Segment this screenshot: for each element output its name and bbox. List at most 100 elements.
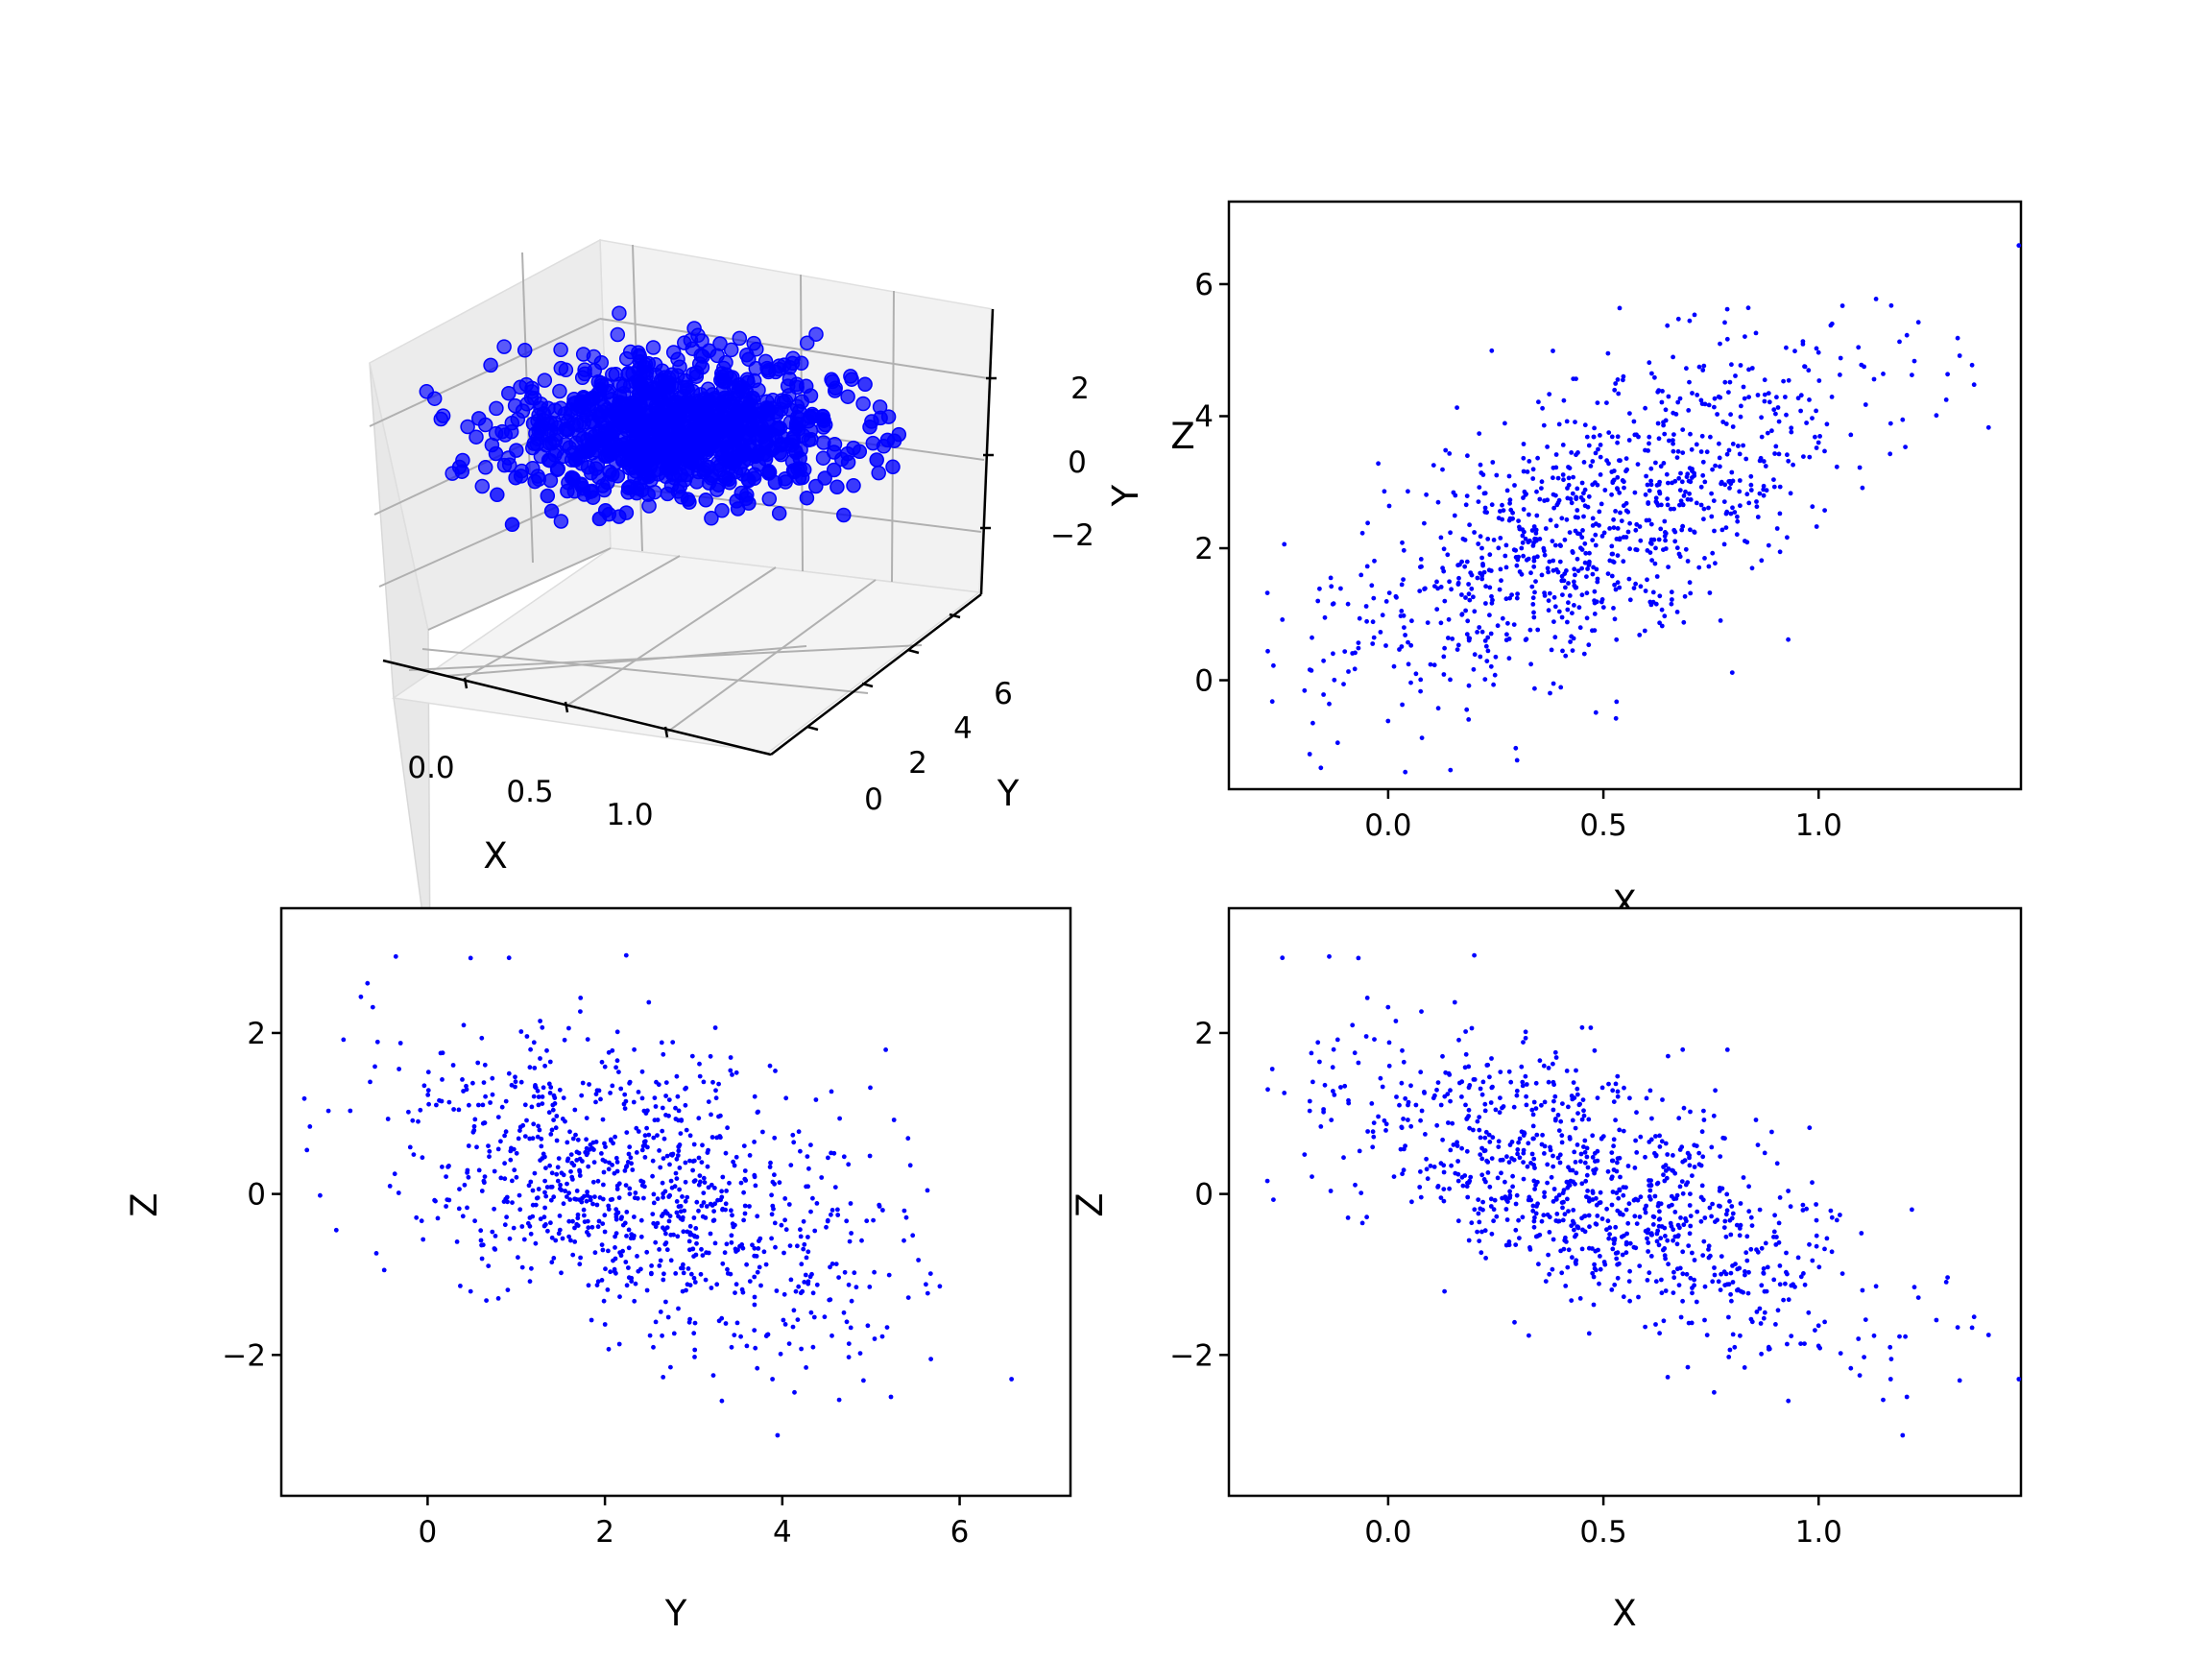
scatter-point: [464, 1087, 469, 1093]
scatter-point: [802, 1280, 807, 1285]
scatter-point: [479, 1242, 484, 1248]
scatter-point: [846, 1355, 852, 1359]
scatter-point: [700, 1142, 705, 1148]
scatter-point: [627, 1079, 633, 1085]
scatter-point: [529, 1265, 534, 1271]
scatter-point: [1569, 450, 1575, 455]
scatter-point: [793, 1288, 799, 1294]
y-axis-label: Z: [124, 1192, 165, 1216]
scatter-point: [1738, 1333, 1743, 1338]
scatter-point: [1671, 1269, 1676, 1275]
scatter-point: [668, 1152, 674, 1157]
scatter-point: [1709, 1144, 1715, 1150]
scatter-point: [1685, 1180, 1691, 1185]
scatter-point: [569, 1161, 575, 1166]
scatter-point: [660, 1333, 664, 1338]
scatter-point: [592, 1250, 598, 1256]
scatter-point: [426, 1101, 431, 1107]
scatter-point: [509, 1082, 515, 1088]
scatter-point-3d: [803, 408, 818, 424]
scatter-point: [1839, 1271, 1845, 1276]
scatter-point: [1655, 421, 1661, 426]
scatter-point-3d: [474, 478, 491, 494]
scatter-point: [1488, 631, 1494, 637]
scatter-point: [504, 1194, 510, 1200]
scatter-point-3d: [712, 336, 728, 351]
scatter-point: [1591, 565, 1596, 570]
scatter-point: [486, 1263, 492, 1268]
scatter-point: [504, 1214, 509, 1220]
scatter-point: [1599, 1216, 1605, 1221]
scatter-point: [639, 1069, 645, 1074]
scatter-point: [1728, 481, 1734, 487]
scatter-point: [1403, 769, 1408, 775]
scatter-point: [733, 1249, 738, 1254]
scatter-point: [788, 1163, 794, 1167]
scatter-point: [769, 1192, 774, 1198]
scatter-point: [1701, 517, 1706, 522]
scatter-point: [1681, 619, 1687, 625]
scatter-point: [580, 1195, 585, 1201]
scatter-point: [1706, 564, 1712, 569]
scatter-point-3d: [597, 502, 613, 518]
scatter-point: [1800, 1202, 1806, 1208]
scatter-point: [567, 1197, 573, 1202]
scatter-point: [1590, 1190, 1596, 1195]
scatter-point: [465, 1170, 469, 1175]
scatter-point: [1606, 461, 1611, 467]
scatter-point: [1637, 633, 1643, 637]
scatter-point: [650, 1212, 656, 1216]
scatter-point: [1472, 1207, 1478, 1213]
scatter-point: [1479, 1156, 1485, 1162]
scatter-point: [1307, 1108, 1312, 1114]
scatter-point: [1702, 1215, 1708, 1220]
scatter-point: [1540, 1132, 1545, 1138]
scatter-point: [1572, 579, 1576, 585]
scatter-point: [1597, 522, 1601, 528]
scatter-point: [1814, 524, 1819, 529]
scatter-point: [1645, 1278, 1650, 1283]
scatter-point-3d: [741, 495, 757, 511]
scatter-point: [1620, 1252, 1625, 1258]
y-tick-label: −2: [1169, 1338, 1214, 1373]
scatter-point: [490, 1092, 495, 1097]
scatter-point: [1564, 517, 1570, 522]
scatter-point: [1599, 534, 1605, 539]
scatter-point: [1900, 1432, 1906, 1438]
scatter-point: [830, 1208, 835, 1213]
scatter-point: [1590, 1155, 1596, 1160]
scatter-point: [1767, 399, 1772, 405]
scatter-point: [1599, 1085, 1605, 1091]
scatter-point: [1453, 1170, 1458, 1176]
scatter-point: [1724, 1208, 1730, 1214]
scatter-point: [1647, 1183, 1652, 1189]
scatter-point: [1704, 1333, 1710, 1337]
scatter-point: [760, 1129, 765, 1135]
scatter-point: [602, 1064, 608, 1070]
scatter-point: [1459, 1145, 1464, 1151]
scatter-point: [1579, 1181, 1585, 1187]
scatter-point: [1364, 996, 1370, 1000]
scatter-point: [481, 1178, 487, 1184]
scatter-point: [1945, 372, 1950, 377]
scatter-point: [627, 1186, 633, 1191]
scatter-point: [1604, 1227, 1609, 1233]
scatter-point: [1434, 607, 1440, 612]
scatter-point: [731, 1159, 735, 1165]
scatter-point: [772, 1172, 777, 1178]
scatter-point: [632, 1298, 637, 1304]
scatter-point: [1517, 1155, 1523, 1161]
scatter-point: [1346, 669, 1351, 674]
scatter-point: [549, 1170, 555, 1176]
scatter-point: [772, 1135, 778, 1141]
scatter-point: [675, 1094, 681, 1099]
scatter-point: [905, 1136, 911, 1142]
scatter-point: [548, 1220, 553, 1226]
scatter-point: [1692, 1165, 1697, 1169]
scatter-point-3d: [540, 488, 556, 504]
scatter-point: [1572, 566, 1577, 572]
scatter-point: [1647, 1270, 1652, 1276]
scatter-point: [673, 1117, 679, 1121]
scatter-point: [601, 1182, 606, 1188]
scatter-point: [1677, 396, 1683, 401]
